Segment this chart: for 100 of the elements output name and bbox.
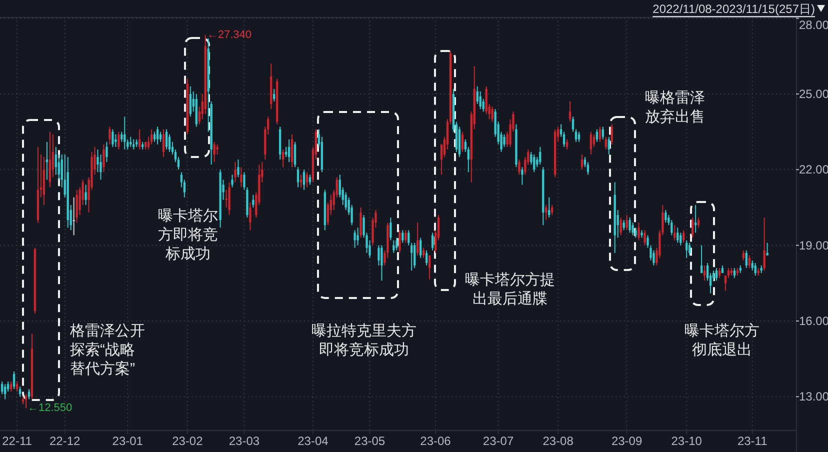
candlestick: [302, 169, 306, 190]
candlestick: [76, 189, 78, 224]
candlestick: [24, 394, 28, 409]
candlestick: [28, 388, 30, 400]
candlestick: [572, 116, 574, 132]
candlestick: [1, 381, 4, 395]
candlestick: [273, 88, 276, 102]
candlestick: [703, 265, 706, 282]
candlestick: [408, 230, 410, 246]
candlestick: [622, 220, 625, 231]
candlestick: [733, 268, 736, 279]
annotation: 格雷泽公开探索“战略替代方案”: [69, 322, 145, 378]
candlestick: [356, 227, 359, 246]
x-tick-label: 23-05: [354, 434, 386, 448]
candlestick: [296, 166, 300, 188]
candlestick: [748, 254, 750, 269]
candlestick: [763, 217, 766, 272]
candlestick: [476, 86, 478, 105]
annotation: 曝卡塔尔方彻底退出: [684, 322, 760, 358]
candlestick: [360, 206, 362, 238]
candlestick: [431, 232, 434, 251]
candlestick: [138, 128, 141, 150]
candlestick: [751, 260, 754, 272]
candlestick: [16, 381, 18, 392]
candlestick: [162, 128, 165, 158]
candlestick: [416, 222, 419, 256]
candlestick: [578, 131, 580, 142]
x-tick-label: 23-11: [737, 434, 768, 448]
annotation: ←27.340: [206, 28, 252, 41]
candlestick: [228, 182, 230, 216]
candlestick: [592, 134, 596, 148]
candlestick: [308, 174, 312, 186]
candlestick: [132, 138, 135, 150]
candlestick: [425, 250, 428, 266]
candlestick: [626, 214, 628, 231]
x-tick-label: 23-08: [542, 434, 574, 448]
candlestick: [288, 138, 290, 163]
annotation: 曝拉特克里夫方即将竞标成功: [312, 322, 416, 358]
x-tick-label: 23-04: [298, 434, 329, 448]
candlestick: [84, 184, 87, 206]
candlestick: [252, 194, 254, 208]
candlestick: [130, 136, 132, 148]
candlestick: [120, 131, 123, 142]
candlestick: [294, 141, 296, 168]
candlestick: [590, 131, 592, 155]
candlestick: [390, 217, 392, 241]
candlestick: [602, 126, 604, 140]
candlestick: [168, 134, 171, 152]
candlestick: [652, 250, 655, 266]
x-tick-label: 22-11: [2, 434, 32, 448]
candlestick: [628, 217, 631, 234]
candlestick: [290, 134, 294, 168]
candlestick: [503, 134, 506, 148]
candlestick: [398, 230, 401, 254]
x-tick-label: 23-07: [482, 434, 514, 448]
candlestick: [153, 131, 156, 142]
candlestick: [404, 230, 407, 244]
x-tick-label: 23-10: [671, 434, 702, 448]
candlestick: [521, 166, 524, 186]
candlestick: [766, 242, 768, 256]
candlestick: [745, 250, 748, 269]
candlestick: [688, 242, 691, 256]
candlestick: [638, 222, 640, 241]
candlestick: [419, 237, 422, 258]
candlestick: [518, 159, 520, 176]
candlestick: [718, 268, 721, 279]
candlestick: [574, 128, 578, 142]
candlestick: [548, 196, 550, 218]
candlestick: [237, 159, 240, 178]
candlestick: [12, 370, 16, 390]
candlestick: [54, 146, 57, 176]
candlestick: [646, 234, 649, 248]
candlestick: [694, 204, 697, 234]
candlestick: [566, 138, 568, 150]
x-tick-label: 23-06: [420, 434, 452, 448]
candlestick: [596, 128, 598, 142]
candlestick: [354, 230, 356, 248]
candlestick: [106, 141, 108, 163]
x-tick-label: 23-03: [228, 434, 260, 448]
candlestick: [249, 202, 252, 231]
candlestick: [754, 262, 756, 276]
candlestick: [674, 224, 676, 241]
annotation: 曝卡塔尔方提出最后通牒: [465, 271, 555, 308]
candlestick: [551, 204, 554, 216]
candlestick: [18, 386, 22, 398]
candlestick: [491, 106, 494, 122]
candlestick: [282, 148, 284, 168]
candlestick: [102, 144, 105, 173]
candlestick: [644, 230, 646, 246]
candlestick: [479, 90, 482, 110]
candlestick: [243, 172, 246, 190]
candlestick: [402, 230, 404, 244]
candlestick: [608, 136, 610, 155]
candlestick: [378, 244, 380, 266]
x-tick-label: 23-02: [172, 434, 204, 448]
candlestick: [422, 247, 425, 258]
candlestick: [118, 131, 120, 150]
x-tick-label: 23-09: [611, 434, 642, 448]
candlestick: [380, 244, 383, 282]
candlestick: [620, 217, 622, 236]
